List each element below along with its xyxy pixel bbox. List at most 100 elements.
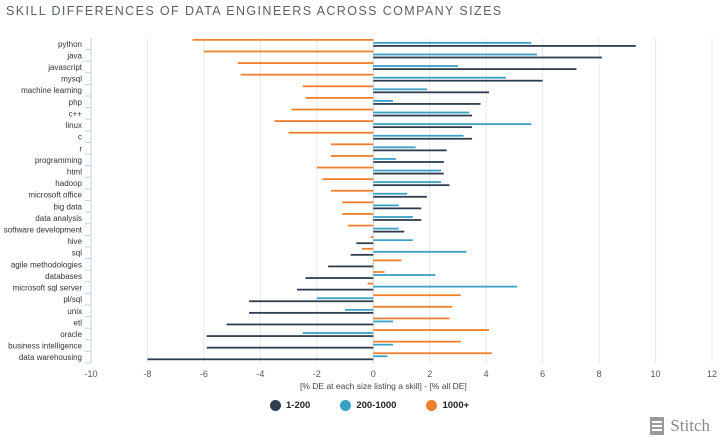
category-label: unix: [67, 307, 82, 316]
bar-1000-: [302, 85, 374, 88]
bar-200-1000: [345, 308, 374, 311]
bar-1-200: [356, 242, 374, 245]
bar-1-200: [226, 323, 374, 326]
bar-1-200: [373, 114, 473, 117]
bar-200-1000: [373, 192, 408, 195]
category-label: r: [79, 144, 82, 153]
bar-1000-: [330, 155, 374, 157]
category-label: java: [66, 51, 82, 60]
category-label: sql: [72, 249, 82, 258]
bar-200-1000: [373, 320, 394, 323]
bar-200-1000: [373, 250, 467, 253]
bar-1-200: [373, 172, 444, 175]
logo-text: Stitch: [670, 416, 710, 435]
bar-200-1000: [373, 146, 416, 149]
bar-1-200: [373, 184, 450, 187]
bar-200-1000: [373, 181, 442, 184]
bar-1-200: [373, 56, 602, 59]
bar-200-1000: [373, 53, 537, 56]
category-label: data analysis: [35, 214, 82, 223]
x-tick-label: -4: [256, 369, 264, 379]
bar-1-200: [373, 44, 636, 47]
category-label: c++: [69, 109, 83, 118]
x-tick-label: 2: [427, 369, 432, 379]
category-label: software development: [4, 226, 83, 235]
bar-1-200: [373, 161, 444, 163]
bar-200-1000: [373, 123, 532, 126]
bar-1-200: [297, 288, 374, 291]
bar-1-200: [206, 346, 374, 349]
bar-1000-: [291, 108, 374, 111]
bar-200-1000: [373, 76, 506, 79]
legend-swatch-200-1000: [340, 400, 352, 411]
bar-200-1000: [373, 355, 388, 358]
x-axis-label: [% DE at each size listing a skill] - [%…: [300, 381, 467, 391]
bar-1000-: [373, 305, 453, 308]
x-tick-label: -2: [313, 369, 321, 379]
bar-1-200: [373, 137, 473, 140]
bar-1-200: [373, 103, 481, 105]
bar-1000-: [330, 143, 374, 146]
bar-1-200: [328, 265, 374, 268]
bar-1000-: [192, 38, 374, 41]
bar-1000-: [370, 236, 374, 239]
bar-1000-: [203, 50, 374, 53]
bar-1000-: [373, 317, 450, 320]
bar-1-200: [373, 126, 473, 129]
bar-1-200: [305, 277, 374, 279]
category-label: microsoft sql server: [13, 284, 83, 293]
bar-200-1000: [373, 169, 442, 172]
legend-item-200-1000[interactable]: 200-1000: [340, 400, 396, 411]
category-label: linux: [66, 121, 82, 130]
bar-1000-: [305, 96, 374, 99]
bar-1-200: [373, 149, 447, 152]
bar-200-1000: [373, 343, 394, 346]
category-label: javascript: [47, 63, 83, 72]
bar-1-200: [249, 311, 374, 314]
x-tick-label: -8: [143, 369, 151, 379]
bar-1-200: [147, 358, 374, 361]
category-label: machine learning: [21, 86, 82, 95]
category-label: mysql: [61, 75, 82, 84]
bar-1000-: [316, 166, 374, 169]
bar-200-1000: [302, 332, 374, 334]
category-label: php: [69, 98, 83, 107]
bar-200-1000: [373, 100, 394, 102]
bar-200-1000: [373, 204, 399, 207]
bar-1-200: [373, 230, 405, 233]
bar-1000-: [373, 259, 402, 262]
bar-200-1000: [373, 88, 427, 91]
bar-1-200: [350, 253, 374, 256]
legend-item-1-200[interactable]: 1-200: [270, 400, 310, 411]
chart-title: SKILL DIFFERENCES OF DATA ENGINEERS ACRO…: [6, 4, 503, 18]
category-label: pl/sql: [63, 295, 82, 304]
category-label: data warehousing: [19, 353, 82, 362]
legend-label-200-1000: 200-1000: [356, 400, 397, 411]
category-label: oracle: [60, 330, 82, 339]
bar-200-1000: [373, 65, 458, 67]
legend-label-1000-plus: 1000+: [442, 400, 470, 411]
stitch-logo-icon: [650, 417, 665, 435]
x-tick-label: 10: [651, 369, 661, 379]
x-tick-label: -10: [84, 369, 97, 379]
bar-1000-: [322, 178, 374, 181]
category-label: big data: [54, 202, 83, 211]
bar-1-200: [373, 207, 422, 210]
bar-200-1000: [373, 262, 374, 265]
legend-swatch-1-200: [270, 400, 281, 411]
bar-200-1000: [373, 285, 518, 288]
bar-1-200: [373, 68, 577, 71]
x-tick-label: 12: [707, 369, 717, 379]
bar-1000-: [373, 271, 385, 273]
legend-label-1-200: 1-200: [286, 400, 311, 411]
bar-200-1000: [373, 227, 399, 230]
category-label: c: [78, 133, 82, 142]
bar-200-1000: [373, 274, 436, 276]
category-label: etl: [74, 318, 83, 327]
x-tick-label: 0: [371, 369, 376, 379]
bar-200-1000: [373, 239, 413, 242]
bar-1000-: [361, 247, 374, 250]
legend-item-1000-plus[interactable]: 1000+: [426, 400, 469, 411]
bar-1000-: [342, 201, 374, 204]
category-label: python: [58, 40, 82, 49]
